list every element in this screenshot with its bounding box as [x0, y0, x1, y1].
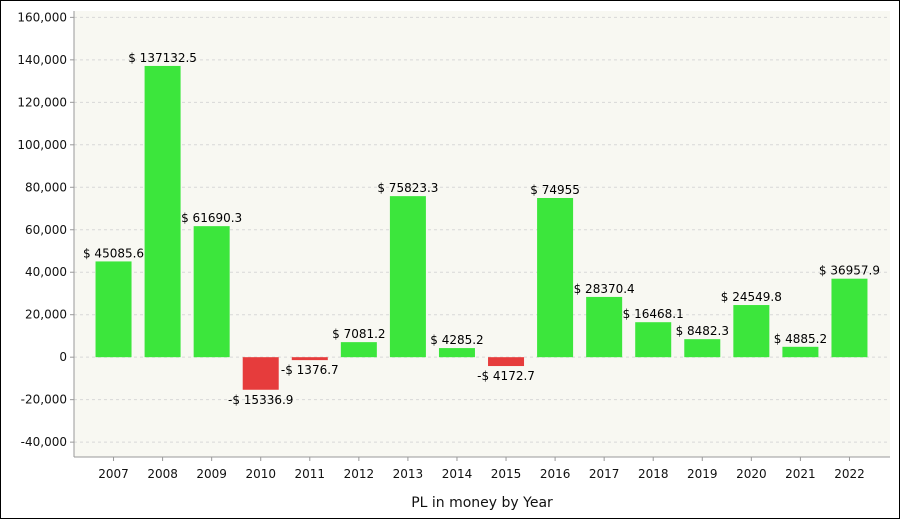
- bar-2021: [782, 346, 819, 358]
- data-label-2013: $ 75823.3: [377, 181, 438, 195]
- x-tick-label: 2015: [491, 467, 522, 481]
- y-axis-ticks: -40,000 -20,000 0 20,000 40,000 60,000 80,000 1…: [17, 10, 74, 449]
- x-axis-title: PL in money by Year: [411, 495, 553, 511]
- data-label-2012: $ 7081.2: [332, 327, 385, 341]
- data-label-2022: $ 36957.9: [819, 264, 880, 278]
- bar-2013: [389, 196, 426, 358]
- x-tick-label: 2009: [196, 467, 227, 481]
- x-tick-label: 2014: [442, 467, 473, 481]
- data-label-2016: $ 74955: [530, 183, 580, 197]
- y-tick-label: 40,000: [25, 265, 67, 279]
- y-tick-label: 160,000: [17, 10, 67, 24]
- data-label-2007: $ 45085.6: [83, 246, 144, 260]
- data-label-2017: $ 28370.4: [574, 282, 635, 296]
- bars: [95, 65, 868, 390]
- data-label-2014: $ 4285.2: [430, 333, 483, 347]
- y-tick-label: 140,000: [17, 53, 67, 67]
- bar-2014: [438, 348, 475, 358]
- bar-2009: [193, 226, 230, 358]
- x-tick-label: 2012: [344, 467, 375, 481]
- data-label-2019: $ 8482.3: [676, 324, 729, 338]
- bar-2011: [291, 357, 328, 361]
- data-label-2010: -$ 15336.9: [228, 393, 293, 407]
- bar-2018: [635, 322, 672, 358]
- y-tick-label: 100,000: [17, 138, 67, 152]
- data-label-2008: $ 137132.5: [128, 51, 197, 65]
- bar-2016: [537, 197, 574, 358]
- x-tick-label: 2011: [295, 467, 326, 481]
- y-tick-label: 0: [59, 350, 67, 364]
- x-axis-ticks: 2007 2008 2009 2010 2011 2012 2013 2014 2015 2016…: [98, 457, 865, 481]
- y-tick-label: 20,000: [25, 308, 67, 322]
- y-tick-label: -40,000: [21, 435, 67, 449]
- y-tick-label: 80,000: [25, 180, 67, 194]
- bar-2008: [144, 65, 181, 358]
- x-tick-label: 2017: [589, 467, 620, 481]
- bar-2020: [733, 305, 770, 358]
- x-tick-label: 2010: [245, 467, 276, 481]
- y-tick-label: 60,000: [25, 223, 67, 237]
- x-tick-label: 2008: [147, 467, 178, 481]
- bar-2007: [95, 261, 132, 358]
- data-label-2020: $ 24549.8: [721, 290, 782, 304]
- x-tick-label: 2013: [393, 467, 424, 481]
- x-tick-label: 2019: [687, 467, 718, 481]
- bar-2022: [831, 278, 868, 358]
- data-label-2015: -$ 4172.7: [477, 369, 535, 383]
- x-tick-label: 2021: [785, 467, 816, 481]
- data-label-2021: $ 4885.2: [774, 332, 827, 346]
- bar-2019: [684, 339, 721, 358]
- bar-2017: [586, 296, 623, 358]
- bar-2012: [340, 342, 377, 358]
- bar-2010: [242, 357, 279, 390]
- x-tick-label: 2020: [736, 467, 767, 481]
- x-tick-label: 2007: [98, 467, 129, 481]
- data-labels: $ 45085.6 $ 137132.5 $ 61690.3 -$ 15336.9 -$…: [83, 51, 880, 407]
- x-tick-label: 2016: [540, 467, 571, 481]
- bar-2015: [488, 357, 525, 367]
- y-tick-label: 120,000: [17, 95, 67, 109]
- x-tick-label: 2018: [638, 467, 669, 481]
- data-label-2011: -$ 1376.7: [281, 363, 339, 377]
- x-tick-label: 2022: [834, 467, 865, 481]
- y-tick-label: -20,000: [21, 393, 67, 407]
- data-label-2009: $ 61690.3: [181, 211, 242, 225]
- data-label-2018: $ 16468.1: [623, 307, 684, 321]
